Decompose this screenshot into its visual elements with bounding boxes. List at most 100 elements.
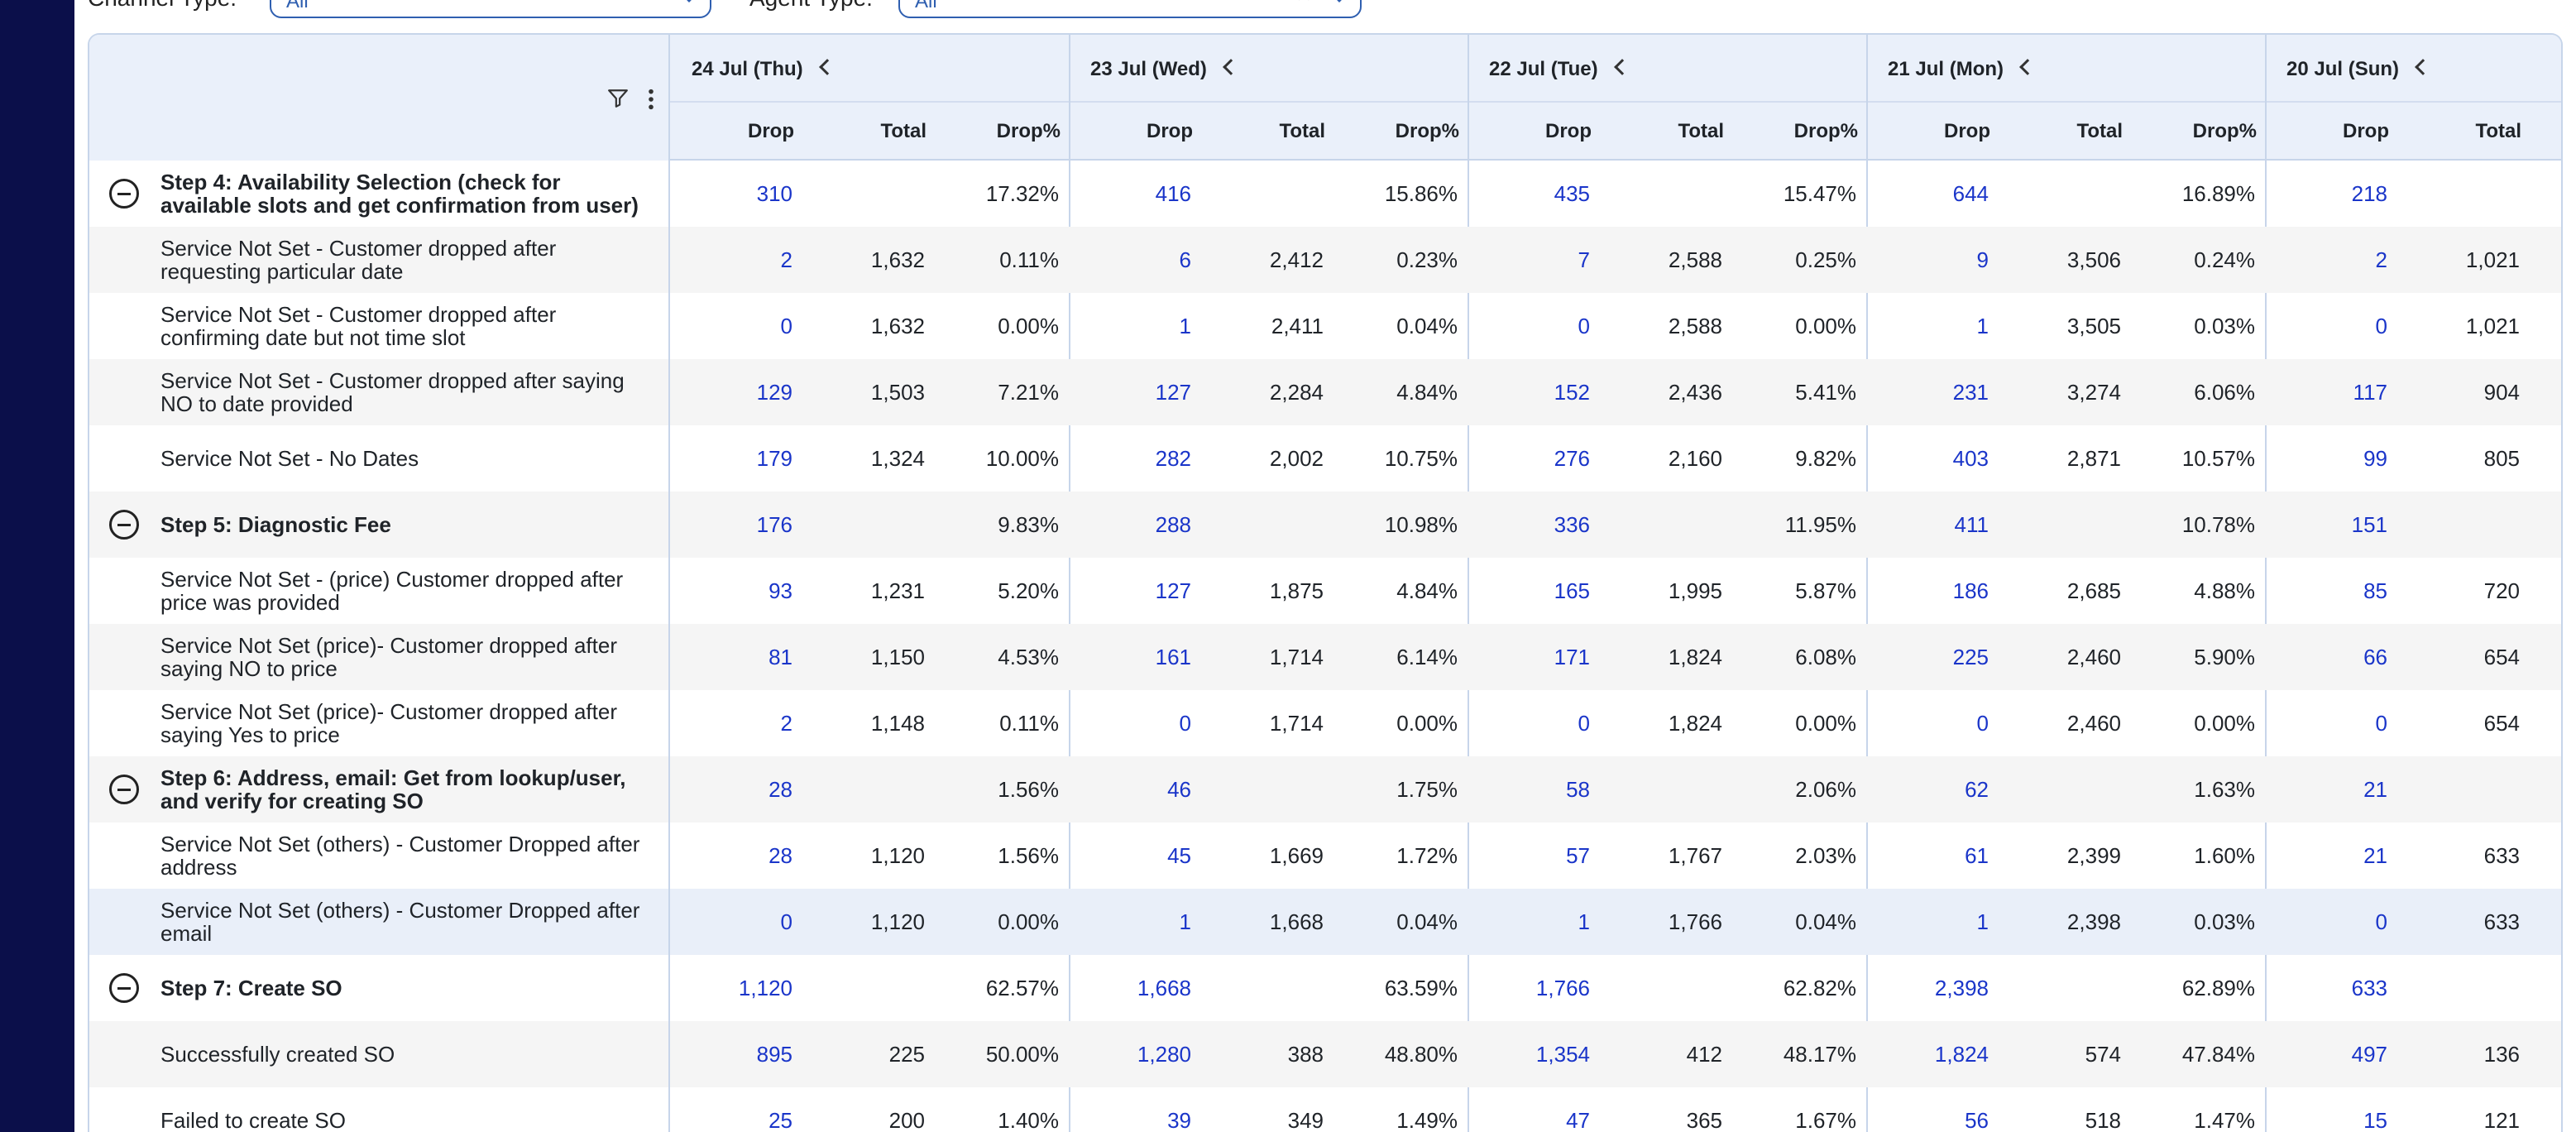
table-row[interactable]: Service Not Set (price)- Customer droppe… <box>89 624 2561 690</box>
chevron-left-icon[interactable] <box>1223 59 1239 75</box>
drop-count-link[interactable]: 403 <box>1952 446 1989 471</box>
chevron-left-icon[interactable] <box>1614 59 1630 75</box>
table-row[interactable]: Service Not Set - Customer dropped after… <box>89 227 2561 293</box>
drop-count-link[interactable]: 117 <box>2353 380 2387 405</box>
drop-count-link[interactable]: 336 <box>1554 512 1590 537</box>
drop-count-link[interactable]: 56 <box>1965 1108 1989 1132</box>
drop-count-link[interactable]: 416 <box>1155 181 1191 206</box>
drop-count-link[interactable]: 152 <box>1554 380 1590 405</box>
drop-count-link[interactable]: 85 <box>2363 578 2387 603</box>
drop-count-link[interactable]: 0 <box>1578 314 1590 338</box>
step-row[interactable]: Step 5: Diagnostic Fee 176 9.83% 288 10.98% 3… <box>89 492 2561 558</box>
drop-count-link[interactable]: 2 <box>780 247 792 272</box>
drop-count-link[interactable]: 225 <box>1952 645 1989 669</box>
drop-count-link[interactable]: 28 <box>768 777 792 802</box>
drop-count-link[interactable]: 1,280 <box>1137 1042 1191 1067</box>
clear-icon[interactable]: × <box>1295 0 1312 8</box>
step-row[interactable]: Step 4: Availability Selection (check fo… <box>89 161 2561 227</box>
drop-count-link[interactable]: 1,120 <box>738 976 792 1000</box>
drop-count-link[interactable]: 179 <box>756 446 792 471</box>
metric-header-drop[interactable]: Drop <box>1147 120 1193 142</box>
table-row[interactable]: Service Not Set (price)- Customer droppe… <box>89 690 2561 756</box>
drop-count-link[interactable]: 2 <box>2375 247 2387 272</box>
drop-count-link[interactable]: 7 <box>1578 247 1590 272</box>
drop-count-link[interactable]: 0 <box>2375 909 2387 934</box>
metric-header-drop-pct[interactable]: Drop% <box>1793 120 1858 142</box>
collapse-minus-icon[interactable] <box>109 973 139 1003</box>
drop-count-link[interactable]: 171 <box>1554 645 1590 669</box>
collapse-minus-icon[interactable] <box>109 510 139 540</box>
metric-header-drop[interactable]: Drop <box>2343 120 2389 142</box>
drop-count-link[interactable]: 81 <box>768 645 792 669</box>
drop-count-link[interactable]: 15 <box>2363 1108 2387 1132</box>
drop-count-link[interactable]: 0 <box>1179 711 1191 736</box>
metric-header-drop-pct[interactable]: Drop% <box>1395 120 1459 142</box>
drop-count-link[interactable]: 2 <box>780 711 792 736</box>
filter-icon[interactable] <box>607 88 629 109</box>
drop-count-link[interactable]: 129 <box>756 380 792 405</box>
drop-count-link[interactable]: 21 <box>2363 843 2387 868</box>
drop-count-link[interactable]: 411 <box>1954 512 1989 537</box>
metric-header-total[interactable]: Total <box>2475 120 2521 142</box>
drop-count-link[interactable]: 231 <box>1952 380 1989 405</box>
drop-count-link[interactable]: 1 <box>1179 909 1191 934</box>
drop-count-link[interactable]: 57 <box>1566 843 1590 868</box>
drop-count-link[interactable]: 93 <box>768 578 792 603</box>
table-row[interactable]: Failed to create SO 25 200 1.40% 39 349 1.49% 4… <box>89 1087 2561 1132</box>
drop-count-link[interactable]: 633 <box>2351 976 2387 1000</box>
drop-count-link[interactable]: 186 <box>1952 578 1989 603</box>
drop-count-link[interactable]: 1 <box>1578 909 1590 934</box>
drop-count-link[interactable]: 497 <box>2351 1042 2387 1067</box>
drop-count-link[interactable]: 99 <box>2363 446 2387 471</box>
metric-header-drop-pct[interactable]: Drop% <box>2192 120 2257 142</box>
drop-count-link[interactable]: 0 <box>1578 711 1590 736</box>
drop-count-link[interactable]: 6 <box>1179 247 1191 272</box>
metric-header-total[interactable]: Total <box>2076 120 2123 142</box>
table-row[interactable]: Successfully created SO 895 225 50.00% 1,280… <box>89 1021 2561 1087</box>
drop-count-link[interactable]: 39 <box>1167 1108 1191 1132</box>
drop-count-link[interactable]: 28 <box>768 843 792 868</box>
drop-count-link[interactable]: 47 <box>1566 1108 1590 1132</box>
drop-count-link[interactable]: 127 <box>1155 578 1191 603</box>
drop-count-link[interactable]: 2,398 <box>1934 976 1989 1000</box>
chevron-left-icon[interactable] <box>2415 59 2431 75</box>
drop-count-link[interactable]: 895 <box>756 1042 792 1067</box>
drop-count-link[interactable]: 288 <box>1155 512 1191 537</box>
drop-count-link[interactable]: 45 <box>1167 843 1191 868</box>
drop-count-link[interactable]: 1 <box>1976 909 1989 934</box>
table-row[interactable]: Service Not Set - Customer dropped after… <box>89 293 2561 359</box>
metric-header-drop[interactable]: Drop <box>1944 120 1990 142</box>
agent-type-select[interactable]: All × <box>898 0 1362 18</box>
drop-count-link[interactable]: 0 <box>1976 711 1989 736</box>
table-row[interactable]: Service Not Set - No Dates 179 1,324 10.00%… <box>89 425 2561 492</box>
collapse-minus-icon[interactable] <box>109 179 139 209</box>
more-options-icon[interactable] <box>645 88 657 111</box>
metric-header-drop[interactable]: Drop <box>748 120 794 142</box>
channel-type-select[interactable]: All <box>270 0 711 18</box>
table-row[interactable]: Service Not Set (others) - Customer Drop… <box>89 889 2561 955</box>
drop-count-link[interactable]: 1 <box>1976 314 1989 338</box>
drop-count-link[interactable]: 0 <box>2375 314 2387 338</box>
collapse-minus-icon[interactable] <box>109 775 139 804</box>
drop-count-link[interactable]: 165 <box>1554 578 1590 603</box>
drop-count-link[interactable]: 0 <box>780 909 792 934</box>
drop-count-link[interactable]: 151 <box>2351 512 2387 537</box>
drop-count-link[interactable]: 276 <box>1554 446 1590 471</box>
drop-count-link[interactable]: 1,824 <box>1934 1042 1989 1067</box>
metric-header-total[interactable]: Total <box>880 120 926 142</box>
drop-count-link[interactable]: 61 <box>1965 843 1989 868</box>
metric-header-drop-pct[interactable]: Drop% <box>996 120 1061 142</box>
drop-count-link[interactable]: 58 <box>1566 777 1590 802</box>
drop-count-link[interactable]: 176 <box>756 512 792 537</box>
table-row[interactable]: Service Not Set - Customer dropped after… <box>89 359 2561 425</box>
chevron-left-icon[interactable] <box>2019 59 2036 75</box>
step-row[interactable]: Step 7: Create SO 1,120 62.57% 1,668 63.59% 1… <box>89 955 2561 1021</box>
drop-count-link[interactable]: 1 <box>1179 314 1191 338</box>
drop-count-link[interactable]: 644 <box>1952 181 1989 206</box>
metric-header-drop[interactable]: Drop <box>1545 120 1592 142</box>
drop-count-link[interactable]: 66 <box>2363 645 2387 669</box>
drop-count-link[interactable]: 310 <box>756 181 792 206</box>
drop-count-link[interactable]: 0 <box>2375 711 2387 736</box>
drop-count-link[interactable]: 1,668 <box>1137 976 1191 1000</box>
drop-count-link[interactable]: 0 <box>780 314 792 338</box>
